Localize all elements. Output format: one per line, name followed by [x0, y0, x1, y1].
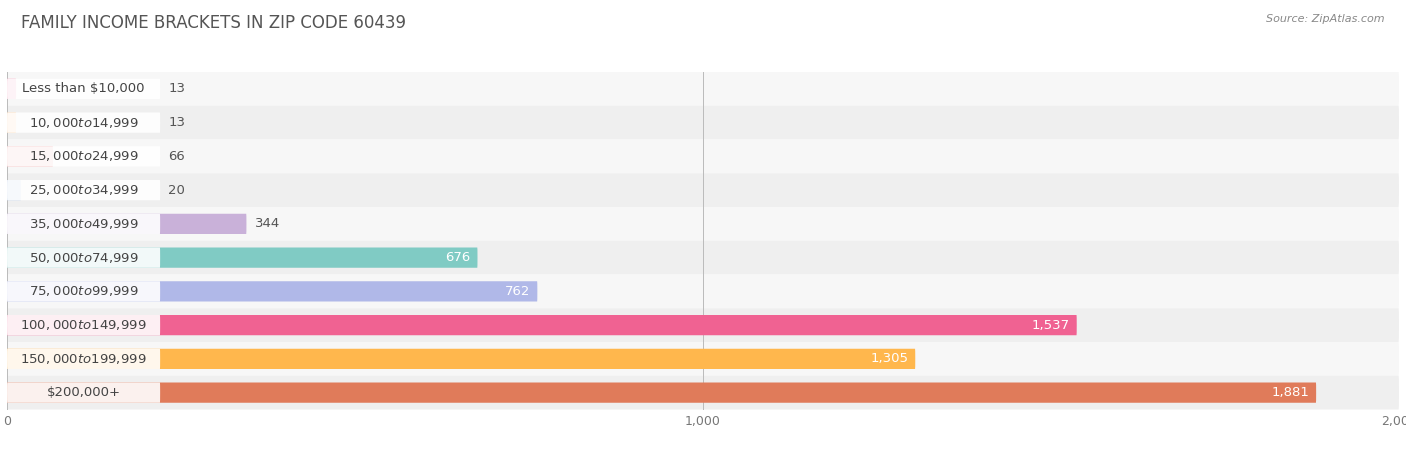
Text: $75,000 to $99,999: $75,000 to $99,999: [28, 284, 138, 298]
FancyBboxPatch shape: [7, 315, 1077, 335]
Text: 1,881: 1,881: [1271, 386, 1309, 399]
FancyBboxPatch shape: [7, 214, 246, 234]
Text: FAMILY INCOME BRACKETS IN ZIP CODE 60439: FAMILY INCOME BRACKETS IN ZIP CODE 60439: [21, 14, 406, 32]
FancyBboxPatch shape: [7, 207, 1399, 241]
FancyBboxPatch shape: [7, 180, 160, 200]
FancyBboxPatch shape: [7, 140, 1399, 173]
FancyBboxPatch shape: [7, 349, 915, 369]
Text: $100,000 to $149,999: $100,000 to $149,999: [20, 318, 146, 332]
Text: 20: 20: [169, 184, 186, 197]
FancyBboxPatch shape: [7, 146, 53, 166]
FancyBboxPatch shape: [7, 214, 160, 234]
FancyBboxPatch shape: [7, 106, 1399, 140]
Text: $50,000 to $74,999: $50,000 to $74,999: [28, 251, 138, 265]
Text: 13: 13: [169, 116, 186, 129]
FancyBboxPatch shape: [7, 308, 1399, 342]
FancyBboxPatch shape: [7, 281, 160, 302]
FancyBboxPatch shape: [7, 376, 1399, 410]
FancyBboxPatch shape: [7, 315, 160, 335]
Text: 344: 344: [254, 217, 280, 230]
FancyBboxPatch shape: [7, 248, 478, 268]
Text: $10,000 to $14,999: $10,000 to $14,999: [28, 116, 138, 130]
FancyBboxPatch shape: [7, 248, 160, 268]
Text: $15,000 to $24,999: $15,000 to $24,999: [28, 149, 138, 163]
Text: 1,305: 1,305: [870, 352, 908, 365]
Text: $150,000 to $199,999: $150,000 to $199,999: [20, 352, 146, 366]
Text: 1,537: 1,537: [1032, 319, 1070, 332]
Text: 762: 762: [505, 285, 530, 298]
FancyBboxPatch shape: [7, 281, 537, 302]
Text: 66: 66: [169, 150, 186, 163]
Text: Source: ZipAtlas.com: Source: ZipAtlas.com: [1267, 14, 1385, 23]
FancyBboxPatch shape: [7, 382, 160, 403]
FancyBboxPatch shape: [7, 274, 1399, 308]
FancyBboxPatch shape: [7, 112, 15, 133]
FancyBboxPatch shape: [7, 349, 160, 369]
FancyBboxPatch shape: [7, 112, 160, 133]
FancyBboxPatch shape: [7, 146, 160, 166]
FancyBboxPatch shape: [7, 79, 15, 99]
Text: $35,000 to $49,999: $35,000 to $49,999: [28, 217, 138, 231]
FancyBboxPatch shape: [7, 79, 160, 99]
Text: $25,000 to $34,999: $25,000 to $34,999: [28, 183, 138, 197]
FancyBboxPatch shape: [7, 382, 1316, 403]
FancyBboxPatch shape: [7, 241, 1399, 274]
FancyBboxPatch shape: [7, 342, 1399, 376]
Text: 676: 676: [446, 251, 471, 264]
FancyBboxPatch shape: [7, 72, 1399, 106]
FancyBboxPatch shape: [7, 173, 1399, 207]
FancyBboxPatch shape: [7, 180, 21, 200]
Text: Less than $10,000: Less than $10,000: [22, 82, 145, 95]
Text: $200,000+: $200,000+: [46, 386, 121, 399]
Text: 13: 13: [169, 82, 186, 95]
